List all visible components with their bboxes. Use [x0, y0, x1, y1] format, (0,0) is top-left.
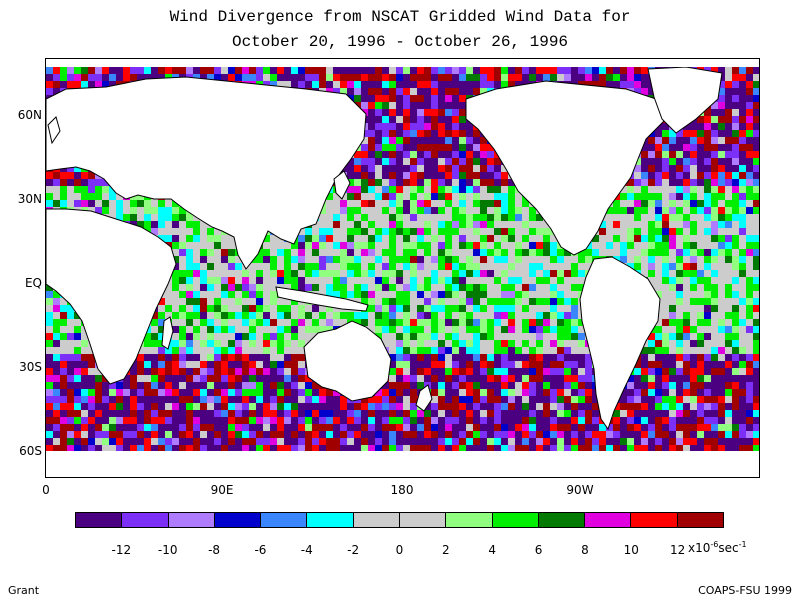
legend-swatch [353, 513, 400, 527]
africa-landmass [46, 208, 177, 385]
lat-label-30s: 30S [19, 360, 42, 374]
lon-label-90e: 90E [210, 483, 234, 497]
legend-swatch [261, 513, 308, 527]
lon-label-90w: 90W [566, 483, 594, 497]
legend-swatch [168, 513, 215, 527]
lat-label-eq: EQ [24, 276, 42, 290]
legend-tick-label: -8 [208, 543, 221, 557]
arctic-region [46, 59, 759, 67]
legend-tick-label: 10 [623, 543, 639, 557]
legend-swatch [538, 513, 586, 527]
units-exponent: -6 [710, 540, 719, 549]
legend-tick-label: -12 [111, 543, 132, 557]
legend-tick-label: -4 [300, 543, 313, 557]
lon-label-0: 0 [42, 483, 50, 497]
legend-swatch [677, 513, 723, 527]
legend-tick-label: 12 [670, 543, 686, 557]
legend-swatch [122, 513, 169, 527]
divergence-map [46, 59, 759, 477]
legend-tick-label: 8 [581, 543, 589, 557]
map-frame [45, 58, 760, 478]
australia-landmass [303, 320, 392, 402]
greenland-landmass [647, 66, 723, 134]
units-suffix-exponent: -1 [738, 540, 747, 549]
continents [46, 59, 759, 477]
color-legend-bar [75, 512, 724, 528]
indonesia-islands [275, 286, 369, 312]
chart-title-line1: Wind Divergence from NSCAT Gridded Wind … [169, 8, 631, 26]
legend-swatch [214, 513, 262, 527]
lat-label-60s: 60S [19, 444, 42, 458]
british-isles [47, 116, 61, 145]
japan-islands [333, 170, 351, 200]
footer-author: Grant [8, 584, 40, 597]
south-america-landmass [579, 256, 661, 431]
legend-tick-label: -2 [347, 543, 360, 557]
units-prefix: x10 [688, 541, 711, 555]
units-suffix: sec [718, 541, 739, 555]
legend-swatch [631, 513, 678, 527]
antarctica-landmass [46, 451, 759, 477]
lat-label-30n: 30N [17, 192, 42, 206]
legend-swatch [492, 513, 539, 527]
madagascar-island [161, 316, 174, 350]
legend-swatch [76, 513, 123, 527]
units-label: x10-6sec-1 [688, 540, 747, 555]
legend-tick-label: -6 [254, 543, 267, 557]
lon-label-180: 180 [390, 483, 414, 497]
eurasia-landmass [46, 76, 367, 270]
footer-credit: COAPS-FSU 1999 [698, 584, 792, 597]
legend-swatch [399, 513, 447, 527]
legend-swatch [307, 513, 354, 527]
legend-tick-label: 0 [395, 543, 404, 557]
chart-title-line2: October 20, 1996 - October 26, 1996 [231, 33, 569, 51]
legend-tick-label: -10 [157, 543, 178, 557]
legend-swatch [446, 513, 493, 527]
legend-tick-label: 6 [534, 543, 543, 557]
legend-swatch [585, 513, 632, 527]
north-america-landmass [465, 80, 667, 256]
legend-tick-label: 2 [442, 543, 450, 557]
legend-tick-label: 4 [488, 543, 497, 557]
new-zealand-island [415, 384, 433, 412]
lat-label-60n: 60N [17, 108, 42, 122]
